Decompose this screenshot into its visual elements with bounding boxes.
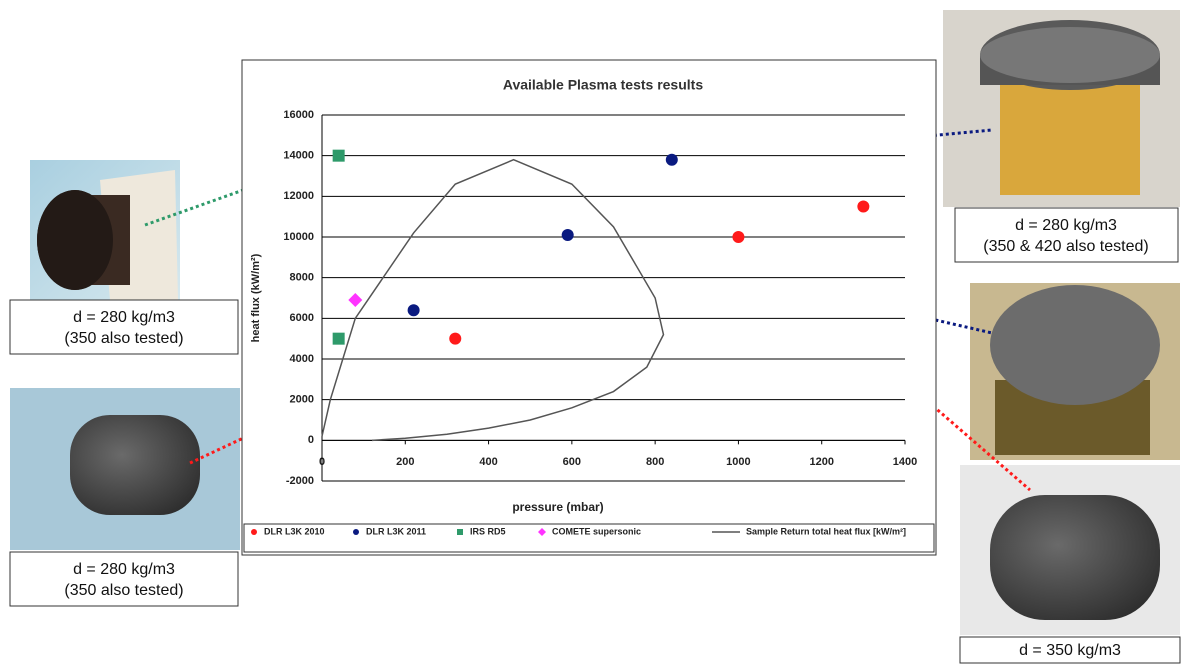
chart-title: Available Plasma tests results [503,77,703,93]
data-point [408,304,420,316]
caption-text: (350 also tested) [64,582,183,599]
caption-text: d = 350 kg/m3 [1019,642,1121,659]
y-tick-label: 12000 [283,190,314,202]
caption-text: d = 280 kg/m3 [73,309,175,326]
caption-text: (350 also tested) [64,330,183,347]
x-axis-label: pressure (mbar) [512,500,603,514]
caption-text: d = 280 kg/m3 [73,561,175,578]
x-tick-label: 400 [479,456,497,468]
x-tick-label: 1400 [893,456,917,468]
x-tick-label: 800 [646,456,664,468]
y-tick-label: 14000 [283,150,314,162]
data-point [666,154,678,166]
y-tick-label: 4000 [290,353,314,365]
y-axis-label: heat flux (kW/m²) [250,253,262,342]
y-tick-label: -2000 [286,475,314,487]
x-tick-label: 1000 [726,456,750,468]
photo [970,283,1180,460]
legend-label: Sample Return total heat flux [kW/m²] [746,526,906,536]
legend-label: COMETE supersonic [552,526,641,536]
x-tick-label: 1200 [809,456,833,468]
legend-label: DLR L3K 2011 [366,526,426,536]
y-tick-label: 16000 [283,109,314,121]
caption-text: d = 280 kg/m3 [1015,217,1117,234]
photo [10,388,240,550]
y-tick-label: 6000 [290,312,314,324]
data-point [857,201,869,213]
legend-marker [353,529,359,535]
y-tick-label: 2000 [290,394,314,406]
photo [943,10,1180,207]
data-point [732,231,744,243]
legend-marker [251,529,257,535]
data-point [333,150,345,162]
photo [960,465,1180,635]
data-point [562,229,574,241]
y-tick-label: 0 [308,434,314,446]
caption-text: (350 & 420 also tested) [983,238,1148,255]
y-tick-label: 8000 [290,272,314,284]
legend-label: IRS RD5 [470,526,506,536]
x-tick-label: 600 [563,456,581,468]
legend-marker [457,529,463,535]
data-point [449,333,461,345]
photo [30,160,180,300]
data-point [333,333,345,345]
y-tick-label: 10000 [283,231,314,243]
x-tick-label: 200 [396,456,414,468]
legend-label: DLR L3K 2010 [264,526,325,536]
page: d = 280 kg/m3 (350 also tested) d = 280 … [0,0,1188,664]
